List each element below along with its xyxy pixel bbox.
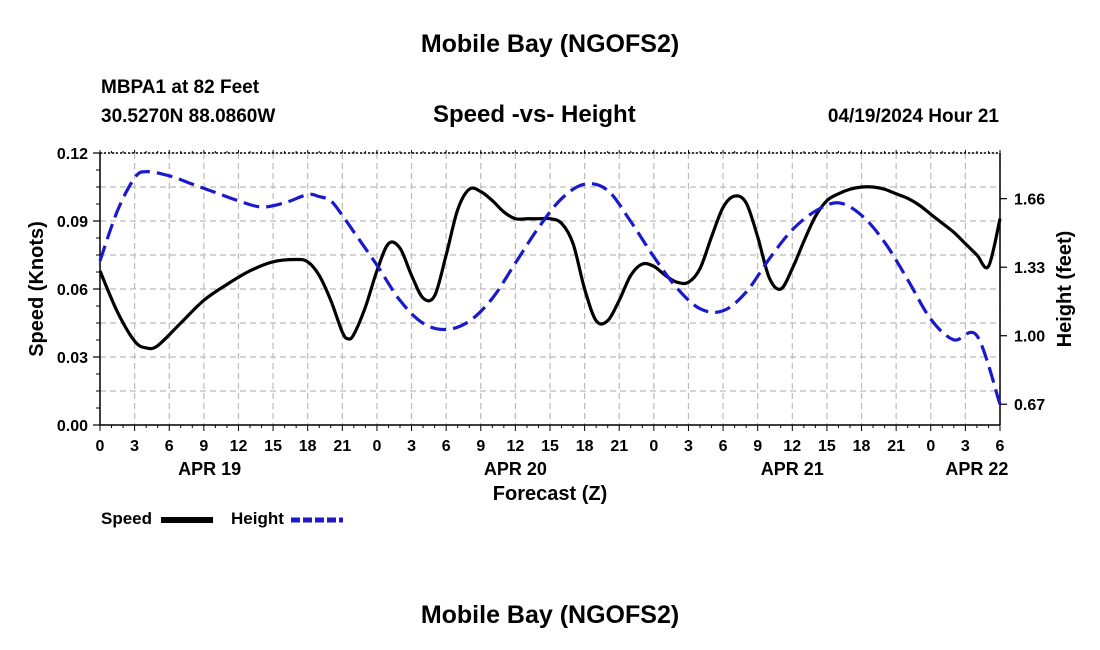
legend-speed-swatch <box>161 517 213 523</box>
x-tick-label: 15 <box>264 438 282 455</box>
y-tick-label: 0.03 <box>57 350 88 367</box>
y2-tick-label: 1.33 <box>1014 260 1045 277</box>
x-tick-label: 18 <box>853 438 871 455</box>
legend-height-label: Height <box>231 509 284 528</box>
x-tick-label: 0 <box>926 438 935 455</box>
axes <box>93 150 1007 431</box>
y2-tick-label: 0.67 <box>1014 397 1045 414</box>
axis-labels: 0 3 6 9 12 15 18 21 0 3 6 9 12 15 18 21 0 3 6 9 12 15 18 21 0 3 6A… <box>26 146 1076 505</box>
x-tick-label: 18 <box>576 438 594 455</box>
x-tick-label: 0 <box>372 438 381 455</box>
x-tick-label: 12 <box>506 438 524 455</box>
station-coords: 30.5270N 88.0860W <box>101 106 276 127</box>
legend-speed-label: Speed <box>101 509 153 528</box>
date-label: APR 19 <box>178 459 241 479</box>
x-tick-label: 21 <box>610 438 628 455</box>
date-label: APR 20 <box>484 459 547 479</box>
x-tick-label: 21 <box>333 438 351 455</box>
footer-title: Mobile Bay (NGOFS2) <box>420 601 680 629</box>
y-tick-label: 0.00 <box>57 418 88 435</box>
x-tick-label: 0 <box>649 438 658 455</box>
y-tick-label: 0.06 <box>57 282 88 299</box>
x-tick-label: 12 <box>783 438 801 455</box>
x-tick-label: 6 <box>719 438 728 455</box>
x-tick-label: 9 <box>476 438 485 455</box>
x-axis-title: Forecast (Z) <box>493 483 607 505</box>
x-tick-label: 3 <box>407 438 416 455</box>
chart-title: Mobile Bay (NGOFS2) <box>420 30 680 58</box>
series-lines <box>98 170 1002 405</box>
y2-tick-label: 1.66 <box>1014 192 1045 209</box>
x-tick-label: 3 <box>684 438 693 455</box>
x-tick-label: 18 <box>299 438 317 455</box>
grid-lines <box>99 152 1001 426</box>
x-tick-label: 6 <box>442 438 451 455</box>
x-tick-label: 3 <box>961 438 970 455</box>
x-tick-label: 21 <box>887 438 905 455</box>
y2-tick-label: 1.00 <box>1014 329 1045 346</box>
y-tick-label: 0.12 <box>57 146 88 163</box>
legend-height-swatch <box>291 517 343 523</box>
x-tick-label: 3 <box>130 438 139 455</box>
y-axis-title: Speed (Knots) <box>26 221 48 357</box>
date-label: APR 22 <box>945 459 1008 479</box>
x-tick-label: 15 <box>818 438 836 455</box>
x-tick-label: 6 <box>165 438 174 455</box>
forecast-datetime: 04/19/2024 Hour 21 <box>827 106 999 127</box>
chart-area: 0 3 6 9 12 15 18 21 0 3 6 9 12 15 18 21 0 3 6 9 12 15 18 21 0 3 6A… <box>26 146 1076 505</box>
x-tick-label: 9 <box>753 438 762 455</box>
y2-axis-title: Height (feet) <box>1054 231 1076 348</box>
series-height-line <box>98 170 1002 405</box>
x-tick-label: 6 <box>996 438 1005 455</box>
y-tick-label: 0.09 <box>57 214 88 231</box>
date-label: APR 21 <box>761 459 824 479</box>
x-tick-label: 12 <box>230 438 248 455</box>
station-label: MBPA1 at 82 Feet <box>101 77 260 98</box>
chart-subtitle: Speed -vs- Height <box>433 101 636 128</box>
x-tick-label: 0 <box>96 438 105 455</box>
x-tick-label: 15 <box>541 438 559 455</box>
x-tick-label: 9 <box>199 438 208 455</box>
series-speed-line <box>98 185 1002 351</box>
